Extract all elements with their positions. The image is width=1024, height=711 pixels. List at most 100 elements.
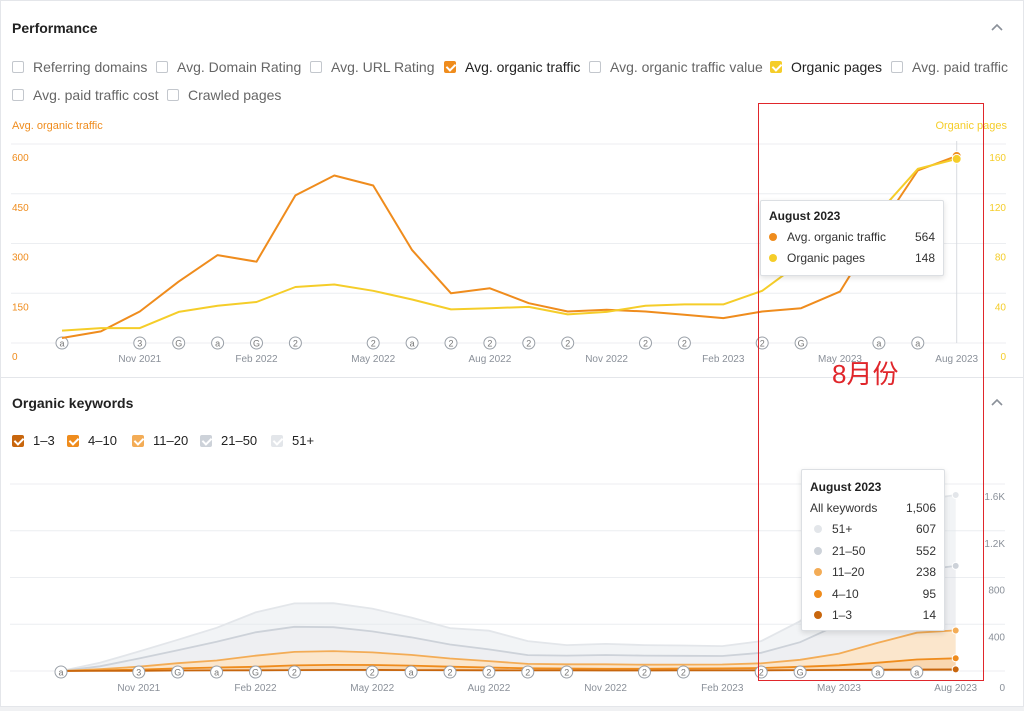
metric-option[interactable]: Organic pages — [770, 59, 882, 75]
annotation-marker-icon: a — [211, 336, 225, 350]
metric-option[interactable]: Avg. paid traffic — [891, 59, 1008, 75]
keyword-legend-item[interactable]: 21–50 — [200, 433, 257, 448]
left-tick-label: 0 — [12, 352, 18, 363]
checkbox[interactable] — [132, 434, 144, 447]
checkbox[interactable] — [12, 89, 24, 101]
tooltip-row-value: 14 — [922, 608, 936, 623]
checkbox[interactable] — [167, 89, 179, 101]
x-tick-label: Feb 2023 — [702, 354, 745, 365]
stack-endpoint — [951, 490, 960, 499]
svg-text:2: 2 — [525, 668, 530, 678]
performance-panel: Performance Referring domains Avg. Domain… — [0, 0, 1024, 379]
keyword-legend-label: 21–50 — [221, 433, 258, 448]
svg-text:a: a — [914, 668, 919, 678]
keyword-legend-item[interactable]: 1–3 — [12, 433, 55, 448]
annotation-marker-icon: 2 — [754, 665, 768, 679]
keyword-legend-item[interactable]: 51+ — [271, 433, 314, 448]
metric-option[interactable]: Crawled pages — [167, 87, 281, 103]
metric-option[interactable]: Avg. organic traffic — [444, 59, 580, 75]
svg-text:2: 2 — [371, 339, 376, 349]
tooltip-row-label: Organic pages — [787, 251, 866, 266]
svg-text:3: 3 — [136, 668, 141, 678]
x-tick-label: Nov 2022 — [584, 683, 627, 694]
metric-option[interactable]: Avg. organic traffic value — [589, 59, 763, 75]
svg-text:2: 2 — [643, 339, 648, 349]
checkbox[interactable] — [156, 61, 168, 73]
tooltip-total-label: All keywords — [810, 500, 878, 515]
chevron-up-icon[interactable] — [989, 394, 1005, 410]
series-endpoint — [951, 153, 962, 164]
organic-keywords-chart[interactable]: 0 400 800 1.2K 1.6K Nov 2021 Feb 2022 May 2022 A… — [0, 465, 1022, 705]
series-line — [61, 154, 958, 339]
chevron-up-icon[interactable] — [989, 19, 1005, 35]
tooltip-row-label: Avg. organic traffic — [787, 229, 886, 244]
checkbox[interactable] — [770, 61, 782, 73]
svg-text:2: 2 — [565, 339, 570, 349]
stack-area — [61, 658, 956, 671]
keywords-tooltip: August 2023 All keywords 1,506 51+ 607 21–… — [801, 469, 945, 631]
right-tick-label: 160 — [989, 153, 1006, 164]
metric-option[interactable]: Referring domains — [12, 59, 147, 75]
performance-tooltip: August 2023 Avg. organic traffic 564 Organ… — [760, 200, 944, 276]
annotation-marker-icon: a — [55, 336, 69, 350]
checkbox[interactable] — [12, 61, 24, 73]
svg-text:2: 2 — [370, 668, 375, 678]
checkbox[interactable] — [589, 61, 601, 73]
tooltip-row: 4–10 95 — [810, 583, 936, 605]
metric-option-label: Crawled pages — [188, 87, 282, 103]
right-tick-label: 0 — [1000, 352, 1006, 363]
annotation-marker-icon: 2 — [288, 336, 302, 350]
tooltip-total-value: 1,506 — [905, 500, 936, 515]
metric-option[interactable]: Avg. Domain Rating — [156, 59, 301, 75]
keyword-legend-label: 1–3 — [33, 433, 55, 448]
checkbox[interactable] — [444, 61, 456, 73]
keyword-legend-item[interactable]: 4–10 — [67, 433, 117, 448]
checkbox[interactable] — [12, 434, 24, 447]
x-tick-label: May 2023 — [817, 683, 861, 694]
stack-endpoint — [951, 561, 960, 570]
annotation-marker-icon: 3 — [132, 665, 146, 679]
annotation-marker-icon: a — [404, 665, 418, 679]
annotation-marker-icon: 2 — [560, 665, 574, 679]
stack-endpoint — [951, 626, 960, 635]
metric-option[interactable]: Avg. paid traffic cost — [12, 87, 159, 103]
svg-text:a: a — [214, 668, 219, 678]
annotation-marker-icon: 2 — [755, 336, 769, 350]
tooltip-title: August 2023 — [769, 209, 841, 223]
performance-chart[interactable]: 0 0 150 40 300 80 450 120 600 160 Nov 2021 Feb 2022… — [1, 1, 1023, 378]
keyword-legend-label: 4–10 — [88, 433, 117, 448]
svg-text:2: 2 — [682, 339, 687, 349]
right-axis-title: Organic pages — [935, 120, 1007, 132]
annotation-marker-icon: G — [250, 336, 263, 350]
tooltip-row-value: 552 — [915, 543, 936, 558]
svg-text:G: G — [797, 668, 804, 678]
svg-text:2: 2 — [293, 339, 298, 349]
metric-option-label: Avg. paid traffic cost — [33, 87, 159, 103]
legend-dot-icon — [769, 254, 777, 263]
legend-dot-icon — [814, 525, 822, 534]
annotation-marker-icon: 2 — [522, 336, 536, 350]
annotation-marker-icon: 2 — [521, 665, 535, 679]
metric-option[interactable]: Avg. URL Rating — [310, 59, 435, 75]
legend-dot-icon — [769, 232, 777, 241]
x-tick-label: May 2023 — [818, 354, 862, 365]
keyword-legend-item[interactable]: 11–20 — [132, 433, 188, 448]
checkbox[interactable] — [67, 434, 79, 447]
keyword-legend-label: 11–20 — [153, 433, 189, 448]
svg-text:2: 2 — [448, 339, 453, 349]
performance-title: Performance — [12, 20, 98, 36]
checkbox[interactable] — [310, 61, 322, 73]
svg-text:2: 2 — [760, 339, 765, 349]
annotation-marker-icon: a — [210, 665, 224, 679]
checkbox[interactable] — [891, 61, 903, 73]
checkbox[interactable] — [200, 434, 212, 447]
tooltip-row: 51+ 607 — [810, 519, 936, 541]
checkbox[interactable] — [271, 434, 283, 447]
left-tick-label: 150 — [12, 302, 29, 313]
tooltip-row-value: 95 — [922, 586, 936, 601]
x-tick-label: Nov 2021 — [117, 683, 160, 694]
tooltip-row-label: 1–3 — [832, 608, 853, 623]
right-tick-label: 40 — [995, 302, 1007, 313]
x-tick-label: Aug 2023 — [935, 354, 978, 365]
svg-text:G: G — [174, 668, 181, 678]
